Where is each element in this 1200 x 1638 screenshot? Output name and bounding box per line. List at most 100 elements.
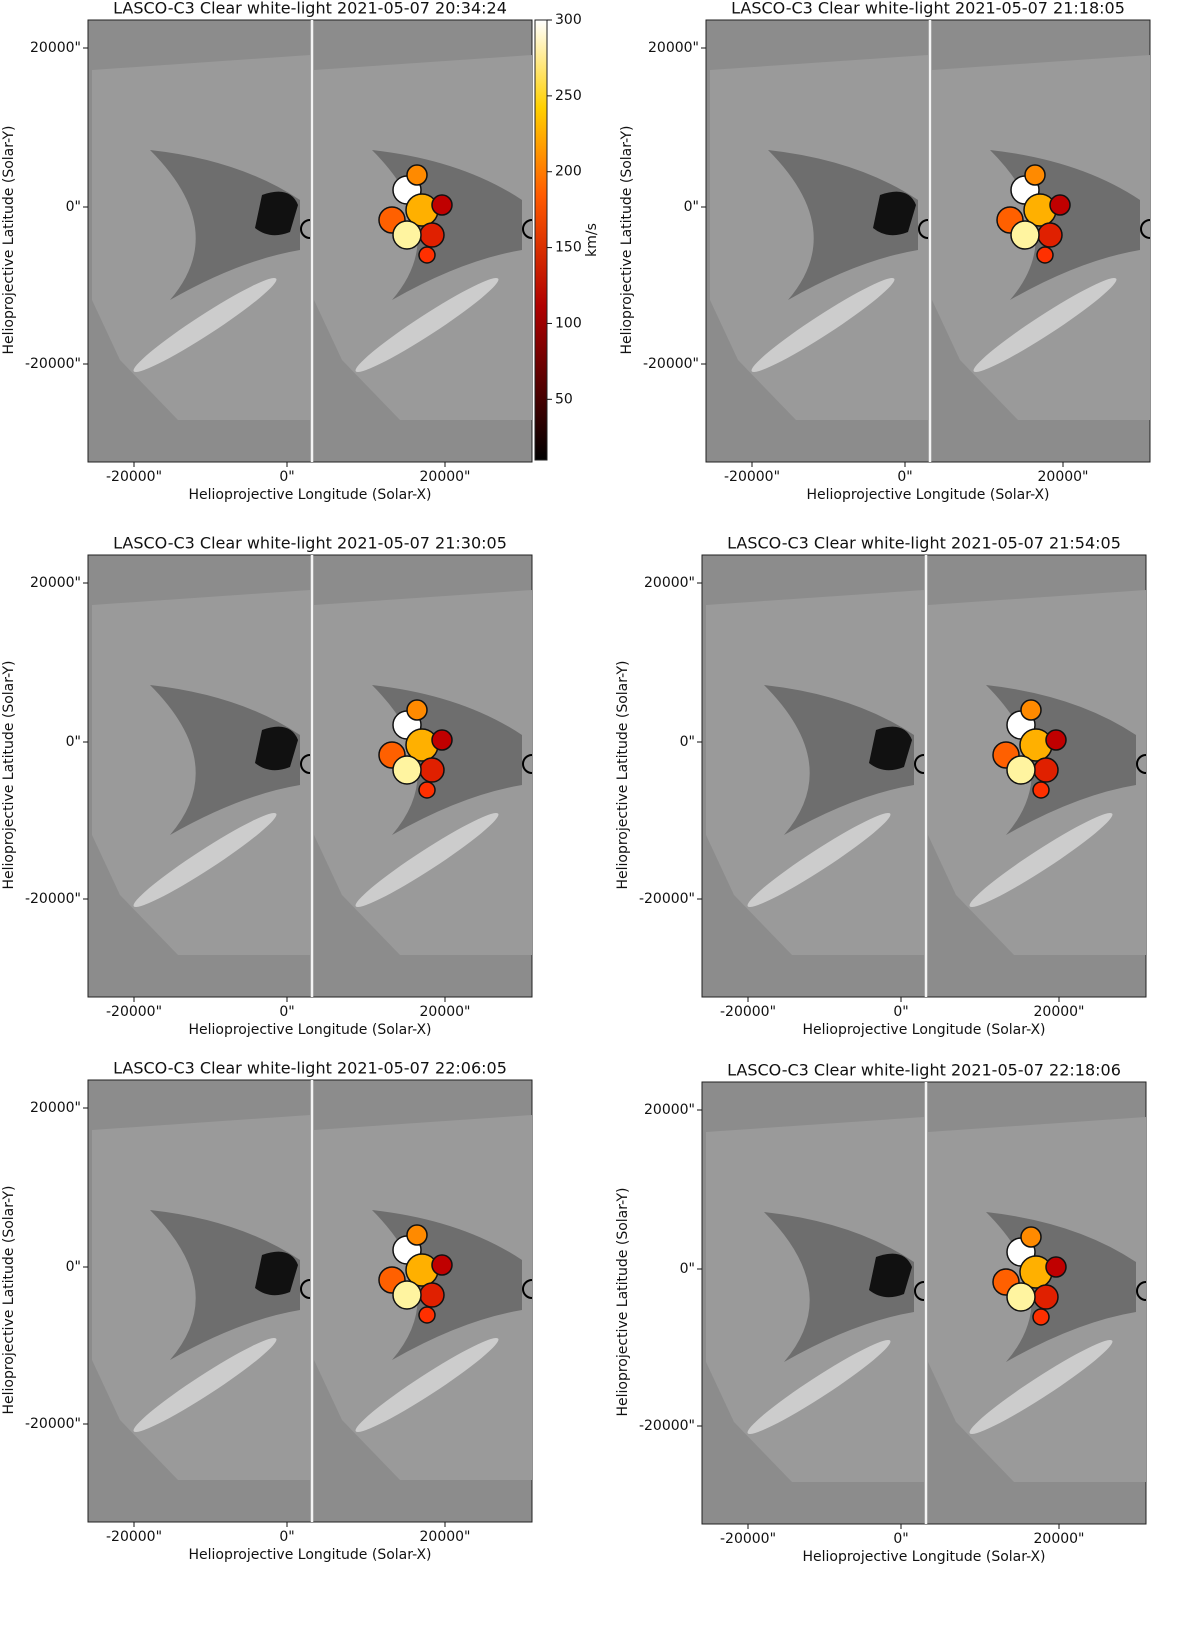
panel-title: LASCO-C3 Clear white-light 2021-05-07 20… [113, 0, 507, 18]
x-tick-label: 0" [279, 469, 294, 485]
x-axis-label: Helioprojective Longitude (Solar-X) [806, 487, 1049, 503]
bright-streak [355, 277, 499, 373]
x-tick-label: 0" [279, 1004, 294, 1020]
bright-streak [973, 277, 1117, 373]
velocity-blob [1006, 1282, 1036, 1312]
velocity-blob [418, 1306, 436, 1324]
y-tick-label: -20000" [639, 1418, 695, 1434]
image-half [932, 55, 1151, 420]
y-tick-label: 20000" [30, 575, 81, 591]
y-axis-label: Helioprojective Latitude (Solar-Y) [615, 1187, 631, 1416]
y-axis-label: Helioprojective Latitude (Solar-Y) [1, 660, 17, 889]
velocity-blob [1036, 246, 1054, 264]
panel: LASCO-C3 Clear white-light 2021-05-07 22… [615, 1061, 1147, 1565]
velocity-blob [406, 164, 428, 186]
y-tick-label: -20000" [639, 891, 695, 907]
occulter [522, 1279, 533, 1299]
y-tick-label: 0" [680, 734, 695, 750]
x-tick-label: 20000" [420, 1004, 471, 1020]
velocity-blob [1032, 1308, 1050, 1326]
image-half [706, 1117, 925, 1482]
occulter [300, 754, 311, 774]
velocity-blob [1024, 164, 1046, 186]
bright-streak [751, 277, 895, 373]
velocity-blob [418, 781, 436, 799]
y-axis-label: Helioprojective Latitude (Solar-Y) [619, 125, 635, 354]
velocity-blob [431, 729, 453, 751]
colorbar-tick-label: 50 [555, 391, 573, 407]
cme-core [869, 1253, 912, 1298]
panel: LASCO-C3 Clear white-light 2021-05-07 21… [1, 534, 533, 1038]
occulter [300, 219, 311, 239]
image-half [92, 1115, 311, 1480]
cme-core [255, 191, 298, 236]
bright-streak [747, 812, 891, 908]
x-tick-label: -20000" [106, 469, 162, 485]
occulter [1136, 1281, 1147, 1301]
colorbar [534, 19, 548, 461]
colorbar-label: km/s [584, 223, 600, 257]
x-tick-label: 0" [279, 1529, 294, 1545]
velocity-blob [392, 1280, 422, 1310]
colorbar-tick-label: 250 [555, 88, 582, 104]
x-tick-label: 20000" [420, 469, 471, 485]
y-tick-label: 20000" [648, 40, 699, 56]
cme-core [255, 726, 298, 771]
colorbar-tick-label: 300 [555, 12, 582, 28]
y-tick-label: 0" [684, 199, 699, 215]
x-tick-label: 20000" [1034, 1531, 1085, 1547]
dark-streamer [150, 685, 300, 835]
velocity-blob [1006, 755, 1036, 785]
bright-streak [355, 1337, 499, 1433]
image-half [928, 1117, 1147, 1482]
bright-streak [133, 277, 277, 373]
y-axis-label: Helioprojective Latitude (Solar-Y) [615, 660, 631, 889]
image-half [314, 590, 533, 955]
y-tick-label: 20000" [30, 40, 81, 56]
bright-streak [969, 812, 1113, 908]
dark-streamer [150, 150, 300, 300]
dark-streamer [764, 685, 914, 835]
image-half [314, 55, 533, 420]
x-tick-label: 20000" [1038, 469, 1089, 485]
y-tick-label: 20000" [644, 1102, 695, 1118]
occulter [918, 219, 929, 239]
panel: LASCO-C3 Clear white-light 2021-05-07 22… [1, 1059, 533, 1563]
velocity-blob [1045, 729, 1067, 751]
velocity-blob [419, 1282, 445, 1308]
velocity-blob [1020, 699, 1042, 721]
x-axis-label: Helioprojective Longitude (Solar-X) [802, 1022, 1045, 1038]
panel-title: LASCO-C3 Clear white-light 2021-05-07 21… [731, 0, 1125, 18]
cme-core [255, 1251, 298, 1296]
velocity-blob [1032, 781, 1050, 799]
image-half [314, 1115, 533, 1480]
x-axis-label: Helioprojective Longitude (Solar-X) [188, 1022, 431, 1038]
bright-streak [969, 1339, 1113, 1435]
x-axis-label: Helioprojective Longitude (Solar-X) [188, 487, 431, 503]
x-tick-label: 0" [897, 469, 912, 485]
occulter [300, 1279, 311, 1299]
panel: LASCO-C3 Clear white-light 2021-05-07 21… [619, 0, 1151, 503]
x-tick-label: -20000" [106, 1529, 162, 1545]
x-tick-label: 0" [893, 1531, 908, 1547]
velocity-blob [1033, 757, 1059, 783]
x-tick-label: -20000" [720, 1004, 776, 1020]
x-tick-label: -20000" [720, 1531, 776, 1547]
colorbar-tick-label: 200 [555, 164, 582, 180]
image-half [92, 590, 311, 955]
velocity-blob [1037, 222, 1063, 248]
bright-streak [133, 1337, 277, 1433]
occulter [914, 1281, 925, 1301]
velocity-blob [392, 220, 422, 250]
y-tick-label: -20000" [25, 356, 81, 372]
panel: LASCO-C3 Clear white-light 2021-05-07 21… [615, 534, 1147, 1038]
velocity-blob [419, 757, 445, 783]
x-tick-label: -20000" [106, 1004, 162, 1020]
x-tick-label: -20000" [724, 469, 780, 485]
bright-streak [355, 812, 499, 908]
y-tick-label: 0" [66, 734, 81, 750]
velocity-blob [431, 194, 453, 216]
panel-title: LASCO-C3 Clear white-light 2021-05-07 21… [113, 534, 507, 553]
y-tick-label: 20000" [30, 1100, 81, 1116]
velocity-blob [419, 222, 445, 248]
